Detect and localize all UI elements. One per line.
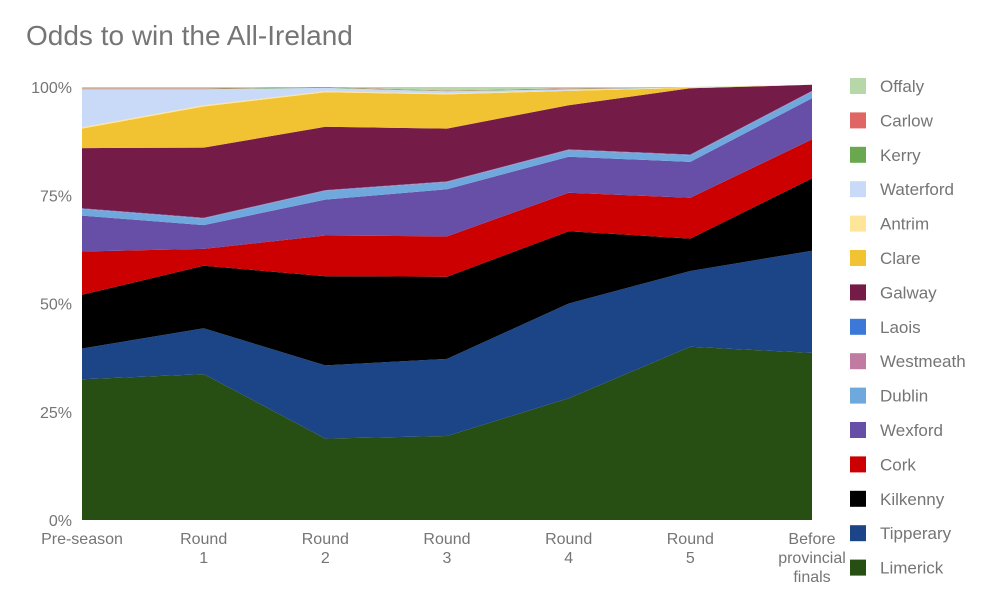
legend-item-galway: Galway — [850, 283, 937, 302]
legend-label: Laois — [880, 318, 921, 337]
legend-label: Wexford — [880, 421, 943, 440]
x-tick-label: Round 5 — [667, 531, 714, 567]
legend-swatch — [850, 181, 866, 198]
y-axis: 0% 25% 50% 75% 100% — [31, 80, 72, 530]
legend-swatch — [850, 215, 866, 232]
legend-label: Waterford — [880, 180, 954, 199]
legend-label: Cork — [880, 455, 916, 474]
legend-label: Dublin — [880, 387, 928, 406]
x-tick-label: Pre-season — [41, 531, 123, 548]
series-area-antrim — [82, 84, 812, 129]
legend-item-clare: Clare — [850, 249, 921, 268]
legend-item-westmeath: Westmeath — [850, 352, 966, 371]
legend: Offaly Carlow Kerry Waterford Antrim Clare Gal… — [850, 77, 966, 578]
legend-swatch — [850, 490, 866, 507]
legend-item-wexford: Wexford — [850, 421, 943, 440]
series-area-cork — [82, 139, 812, 295]
legend-swatch — [850, 146, 866, 163]
legend-swatch — [850, 318, 866, 335]
series-area-kilkenny — [82, 178, 812, 366]
legend-label: Galway — [880, 283, 937, 302]
legend-label: Westmeath — [880, 352, 966, 371]
legend-swatch — [850, 456, 866, 473]
series-area-wexford — [82, 98, 812, 252]
x-tick-label: Before provincial finals — [778, 531, 846, 586]
legend-item-tipperary: Tipperary — [850, 524, 952, 543]
y-tick-label: 25% — [40, 405, 72, 422]
series-area-waterford — [82, 84, 812, 128]
legend-item-waterford: Waterford — [850, 180, 954, 199]
x-tick-label: Round 4 — [545, 531, 592, 567]
legend-swatch — [850, 353, 866, 370]
x-axis: Pre-season Round 1 Round 2 Round 3 Round 4 Round 5… — [41, 531, 846, 586]
legend-swatch — [850, 422, 866, 438]
legend-swatch — [850, 250, 866, 266]
legend-label: Clare — [880, 249, 921, 268]
legend-swatch — [850, 525, 866, 542]
legend-swatch — [850, 78, 866, 94]
legend-swatch — [850, 559, 866, 576]
series-area-tipperary — [82, 250, 812, 439]
legend-label: Kerry — [880, 146, 921, 165]
series-areas — [82, 84, 812, 520]
series-area-offaly — [82, 84, 812, 91]
y-tick-label: 0% — [49, 513, 72, 530]
series-area-dublin — [82, 91, 812, 226]
legend-item-kerry: Kerry — [850, 146, 921, 165]
x-tick-label: Round 2 — [302, 531, 349, 567]
legend-swatch — [850, 387, 866, 404]
series-area-galway — [82, 84, 812, 218]
x-tick-label: Round 3 — [423, 531, 470, 567]
legend-item-carlow: Carlow — [850, 111, 934, 130]
legend-label: Carlow — [880, 111, 934, 130]
chart-title: Odds to win the All-Ireland — [26, 20, 353, 51]
legend-label: Kilkenny — [880, 490, 945, 509]
legend-item-antrim: Antrim — [850, 215, 929, 234]
legend-item-offaly: Offaly — [850, 77, 925, 96]
x-tick-label: Round 1 — [180, 531, 227, 567]
legend-label: Tipperary — [880, 524, 952, 543]
y-tick-label: 75% — [40, 188, 72, 205]
series-area-limerick — [82, 346, 812, 520]
legend-label: Limerick — [880, 559, 944, 578]
series-area-clare — [82, 84, 812, 149]
y-tick-label: 50% — [40, 297, 72, 314]
legend-item-kilkenny: Kilkenny — [850, 490, 945, 509]
legend-item-cork: Cork — [850, 455, 916, 474]
legend-label: Offaly — [880, 77, 925, 96]
legend-label: Antrim — [880, 215, 929, 234]
legend-item-dublin: Dublin — [850, 387, 928, 406]
legend-swatch — [850, 284, 866, 301]
y-tick-label: 100% — [31, 80, 72, 97]
legend-item-laois: Laois — [850, 318, 921, 337]
legend-item-limerick: Limerick — [850, 559, 944, 578]
legend-swatch — [850, 112, 866, 129]
